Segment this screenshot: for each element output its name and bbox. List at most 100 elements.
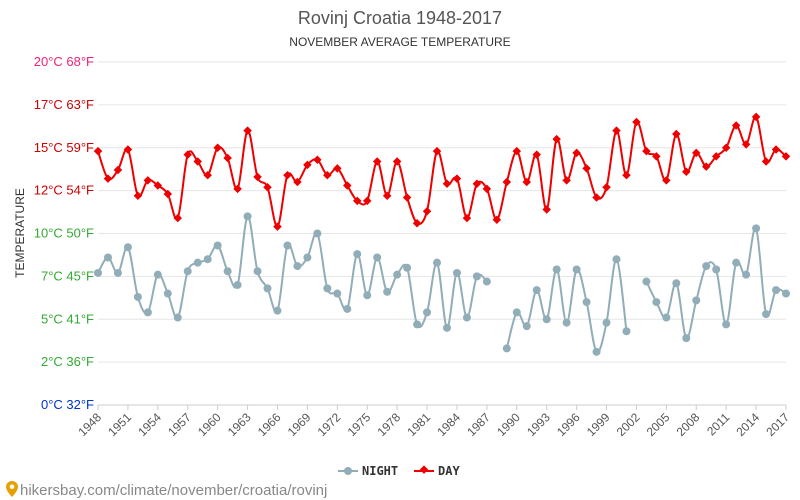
night-point[interactable]	[652, 298, 661, 307]
day-point[interactable]	[293, 177, 302, 187]
night-point[interactable]	[752, 224, 761, 233]
day-point[interactable]	[472, 179, 482, 189]
day-point[interactable]	[163, 189, 173, 199]
night-point[interactable]	[94, 268, 102, 277]
night-point[interactable]	[253, 267, 262, 276]
day-point[interactable]	[462, 213, 472, 223]
night-point[interactable]	[263, 284, 272, 293]
night-point[interactable]	[552, 265, 561, 274]
day-point[interactable]	[353, 196, 362, 206]
day-point[interactable]	[372, 157, 382, 166]
night-point[interactable]	[343, 304, 352, 313]
footer[interactable]: hikersbay.com/climate/november/croatia/r…	[6, 481, 327, 499]
night-point[interactable]	[203, 255, 212, 264]
day-point[interactable]	[223, 153, 232, 163]
night-point[interactable]	[353, 250, 362, 259]
night-point[interactable]	[542, 315, 551, 324]
day-point[interactable]	[173, 213, 183, 223]
day-point[interactable]	[422, 206, 432, 216]
night-point[interactable]	[462, 313, 471, 322]
day-point[interactable]	[761, 157, 771, 166]
night-point[interactable]	[123, 243, 132, 252]
night-point[interactable]	[592, 347, 601, 356]
footer-url[interactable]: hikersbay.com/climate/november/croatia/r…	[20, 482, 327, 499]
night-point[interactable]	[153, 270, 162, 279]
night-point[interactable]	[313, 229, 322, 238]
night-point[interactable]	[622, 327, 631, 336]
legend-night[interactable]: NIGHT	[338, 464, 398, 478]
night-point[interactable]	[762, 310, 771, 319]
day-point[interactable]	[183, 150, 192, 159]
day-point[interactable]	[103, 174, 113, 183]
night-point[interactable]	[572, 265, 581, 274]
day-point[interactable]	[502, 177, 512, 187]
day-point[interactable]	[283, 170, 292, 180]
night-point[interactable]	[772, 286, 781, 295]
night-point[interactable]	[452, 268, 461, 277]
day-point[interactable]	[343, 181, 352, 190]
night-point[interactable]	[333, 289, 342, 298]
night-point[interactable]	[662, 313, 671, 322]
night-point[interactable]	[323, 284, 332, 293]
night-point[interactable]	[532, 286, 541, 295]
night-point[interactable]	[782, 289, 790, 298]
night-point[interactable]	[303, 253, 312, 262]
day-point[interactable]	[323, 170, 332, 180]
night-point[interactable]	[293, 262, 302, 271]
night-point[interactable]	[672, 279, 681, 288]
night-point[interactable]	[502, 344, 511, 353]
night-point[interactable]	[233, 280, 242, 289]
day-point[interactable]	[233, 184, 242, 194]
night-point[interactable]	[642, 277, 651, 286]
day-point[interactable]	[572, 148, 581, 158]
day-point[interactable]	[482, 184, 492, 194]
night-point[interactable]	[472, 272, 481, 281]
night-point[interactable]	[602, 318, 611, 327]
night-point[interactable]	[383, 287, 392, 296]
day-point[interactable]	[382, 191, 392, 201]
night-point[interactable]	[223, 267, 232, 276]
night-point[interactable]	[722, 320, 731, 329]
day-point[interactable]	[123, 145, 133, 154]
day-point[interactable]	[612, 126, 621, 135]
night-point[interactable]	[423, 308, 432, 317]
day-point[interactable]	[273, 222, 282, 231]
night-point[interactable]	[163, 289, 172, 298]
night-point[interactable]	[103, 253, 112, 262]
night-point[interactable]	[373, 253, 382, 262]
legend-day[interactable]: DAY	[414, 464, 460, 478]
day-point[interactable]	[193, 157, 202, 166]
night-point[interactable]	[243, 212, 252, 221]
day-point[interactable]	[402, 193, 412, 202]
night-point[interactable]	[562, 318, 571, 327]
day-point[interactable]	[303, 160, 312, 170]
night-point[interactable]	[742, 270, 751, 279]
day-point[interactable]	[582, 164, 591, 173]
night-point[interactable]	[283, 241, 292, 250]
day-point[interactable]	[243, 126, 252, 135]
night-point[interactable]	[732, 258, 741, 267]
night-point[interactable]	[433, 258, 442, 267]
day-point[interactable]	[203, 170, 212, 180]
night-point[interactable]	[682, 334, 691, 343]
day-point[interactable]	[143, 176, 153, 185]
night-point[interactable]	[403, 263, 412, 272]
day-point[interactable]	[432, 146, 442, 156]
day-point[interactable]	[313, 155, 322, 164]
night-point[interactable]	[363, 291, 372, 300]
night-point[interactable]	[512, 308, 521, 317]
day-point[interactable]	[263, 182, 272, 192]
night-point[interactable]	[442, 323, 451, 332]
day-point[interactable]	[392, 157, 402, 166]
night-point[interactable]	[273, 306, 282, 315]
day-point[interactable]	[622, 170, 631, 180]
night-point[interactable]	[692, 296, 701, 305]
night-point[interactable]	[113, 268, 122, 277]
night-point[interactable]	[482, 277, 491, 286]
night-point[interactable]	[582, 298, 591, 307]
day-point[interactable]	[93, 146, 103, 156]
day-point[interactable]	[213, 143, 222, 152]
night-point[interactable]	[612, 255, 621, 264]
day-point[interactable]	[412, 218, 422, 228]
night-point[interactable]	[193, 258, 202, 267]
